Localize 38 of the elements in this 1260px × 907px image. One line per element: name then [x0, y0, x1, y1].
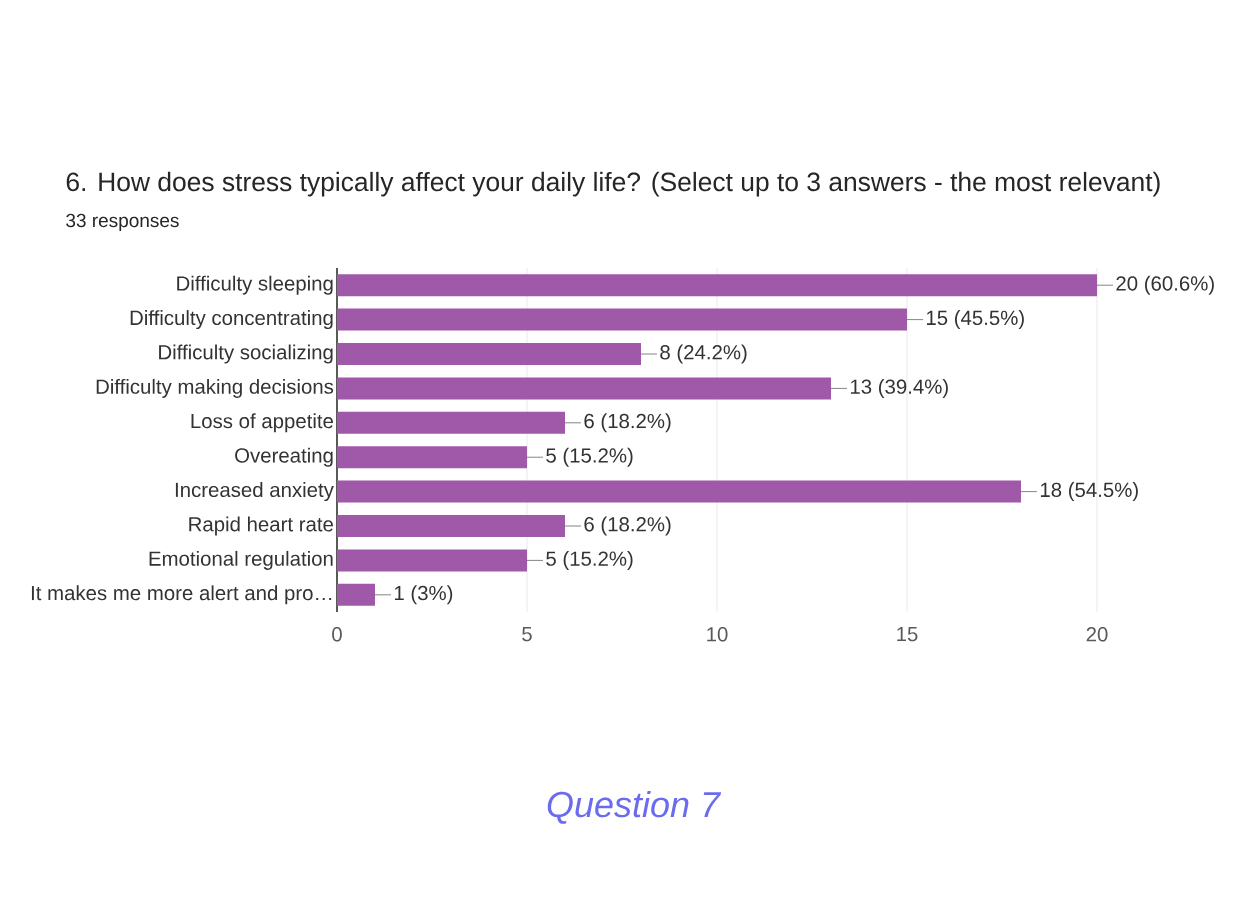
data-label: 20 (60.6%) — [1116, 275, 1214, 295]
y-tick-label: Overeating — [235, 447, 333, 467]
data-label: 13 (39.4%) — [850, 378, 948, 398]
bar — [337, 549, 527, 572]
y-tick-label: Difficulty making decisions — [96, 378, 334, 398]
bar — [337, 480, 1021, 503]
data-label: 18 (54.5%) — [1040, 482, 1138, 502]
x-tick-label: 15 — [897, 627, 918, 642]
y-tick-label: Loss of appetite — [191, 413, 333, 433]
x-tick-label: 20 — [1086, 627, 1108, 642]
y-tick-label: Difficulty sleeping — [177, 275, 333, 295]
x-tick-label: 0 — [332, 627, 342, 642]
x-tick-label: 10 — [707, 627, 728, 642]
bar — [337, 308, 907, 331]
data-label: 5 (15.2%) — [546, 550, 633, 570]
y-tick-label: Increased anxiety — [175, 482, 334, 502]
data-label: 6 (18.2%) — [584, 516, 671, 536]
data-label: 15 (45.5%) — [926, 310, 1024, 330]
text: Question 7 — [547, 790, 722, 824]
y-tick-label: Emotional regulation — [149, 550, 333, 570]
bar — [337, 411, 565, 434]
bar — [337, 515, 565, 537]
text: 33 responses — [66, 213, 179, 231]
data-label: 6 (18.2%) — [584, 413, 671, 433]
bar — [337, 343, 641, 366]
data-label: 8 (24.2%) — [660, 344, 747, 364]
x-tick-label: 5 — [522, 627, 532, 642]
y-tick-label: It makes me more alert and pro… — [31, 585, 332, 605]
bar — [337, 583, 375, 606]
data-label: 5 (15.2%) — [546, 447, 633, 467]
y-tick-label: Difficulty concentrating — [130, 310, 333, 330]
bar — [337, 274, 1097, 297]
bar — [337, 377, 831, 400]
bar — [337, 446, 527, 469]
data-label: 1 (3%) — [394, 585, 453, 605]
chart-title: 6. How does stress typically affect your daily life? (Select up to 3 answers - the most relevant) — [66, 171, 1160, 197]
y-tick-label: Difficulty socializing — [159, 344, 333, 364]
y-tick-label: Rapid heart rate — [189, 516, 333, 536]
